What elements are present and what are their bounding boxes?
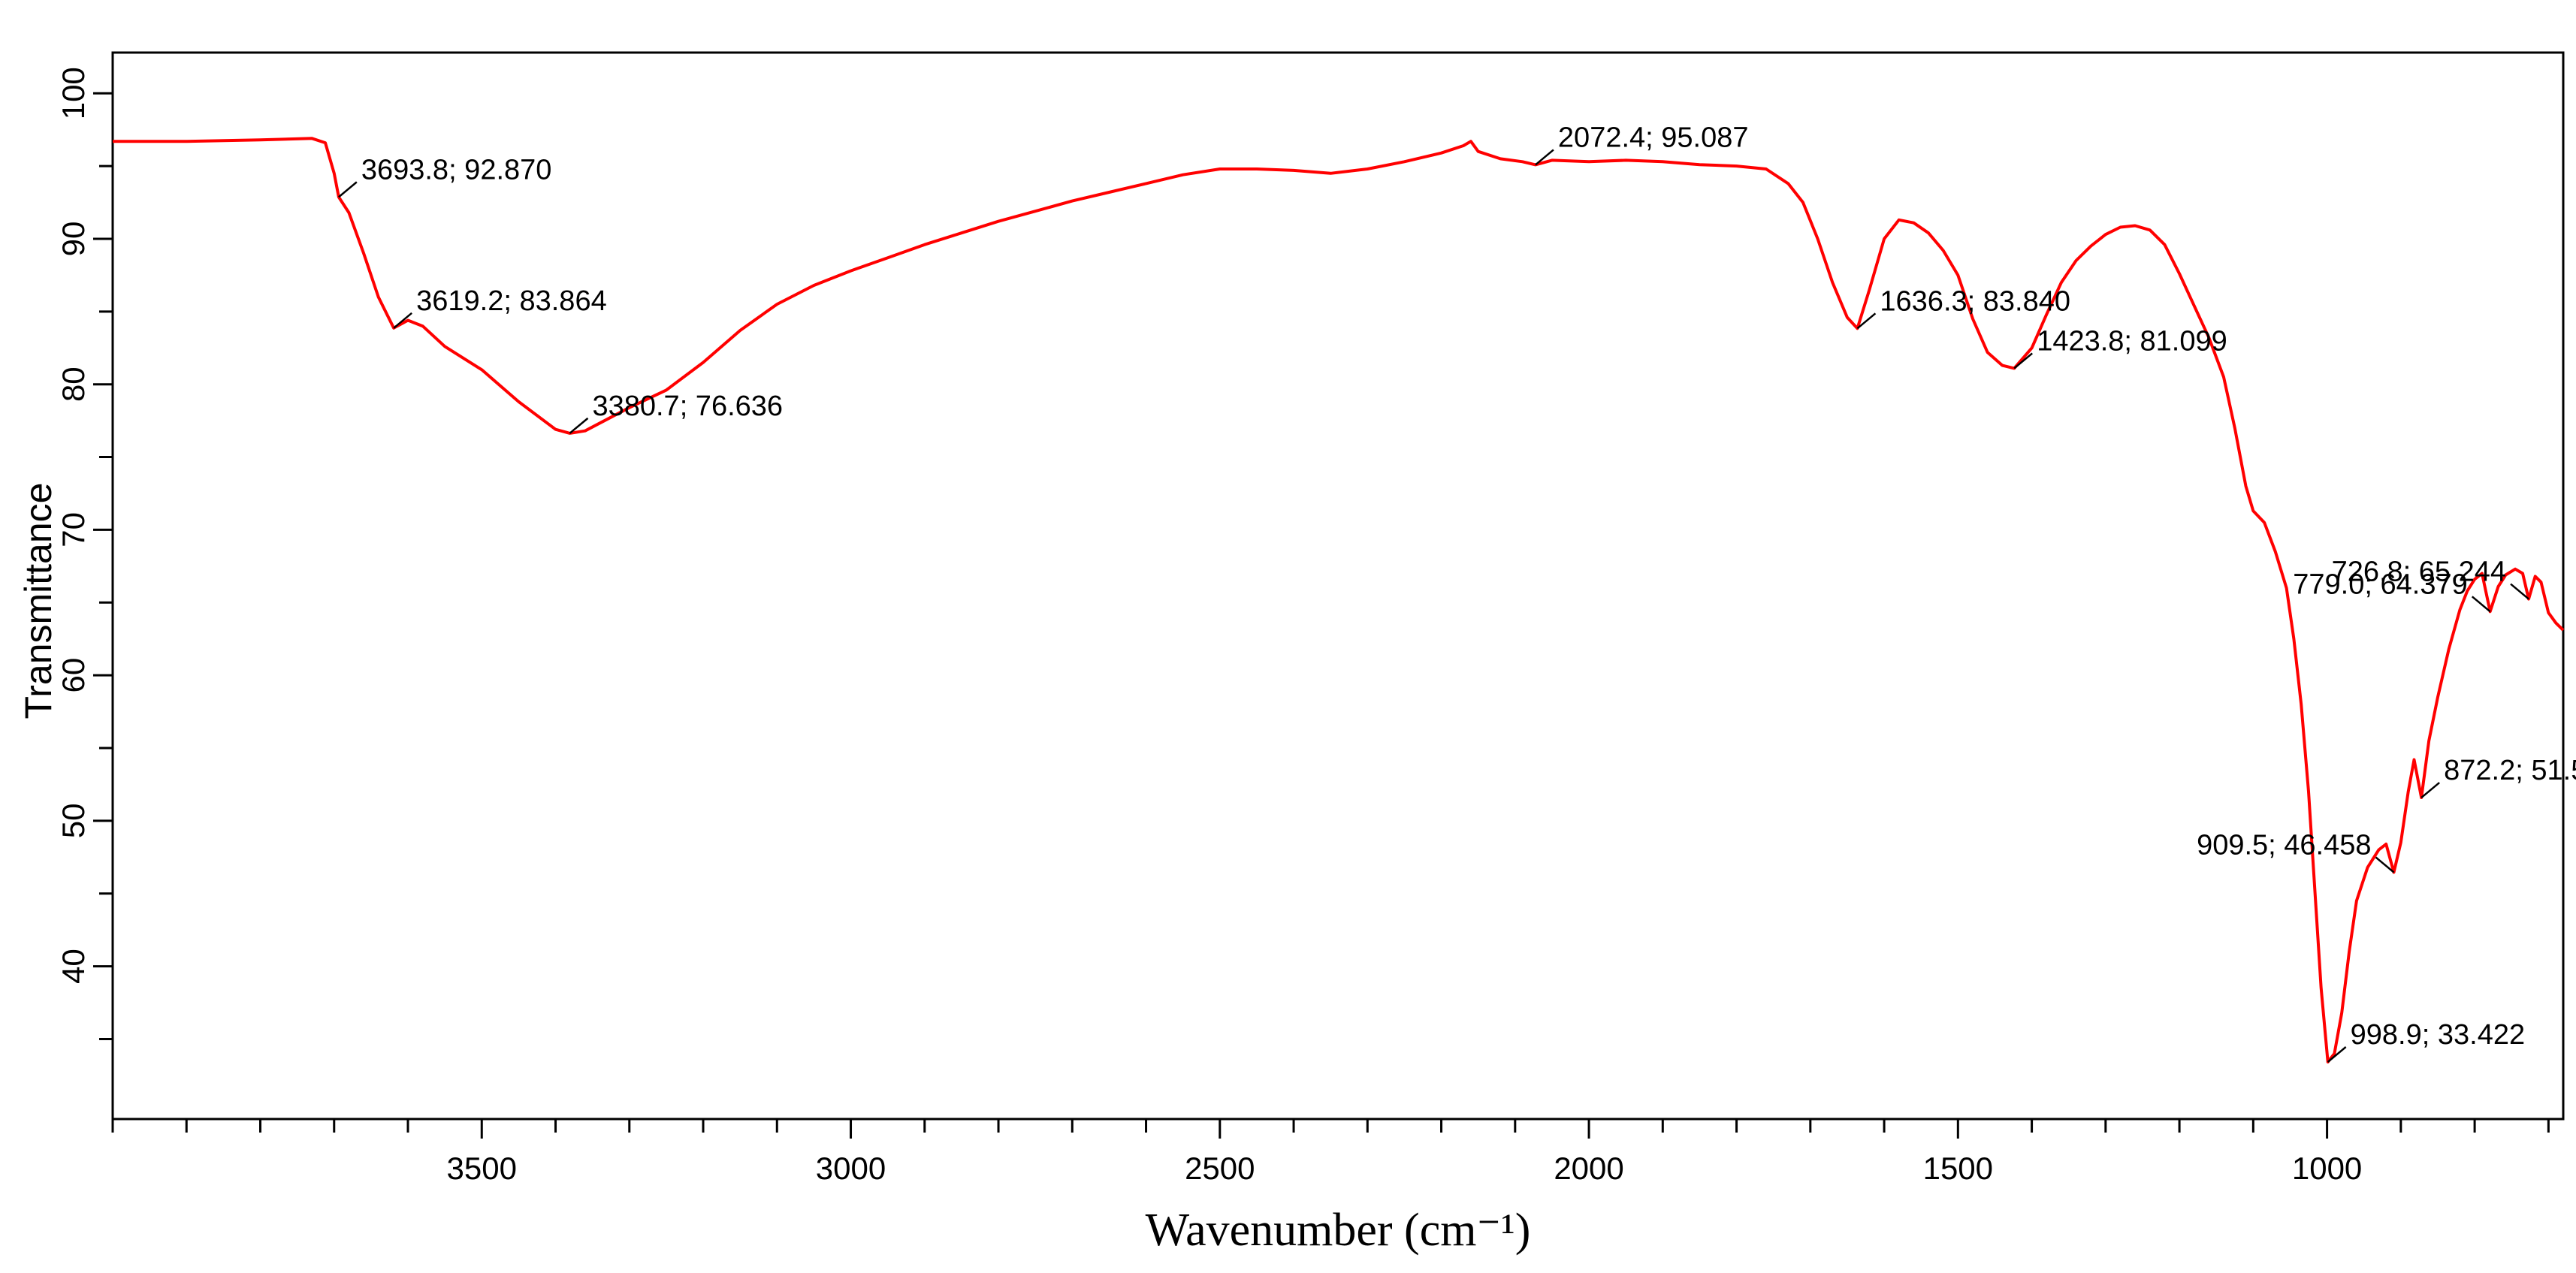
peak-annotation: 1636.3; 83.840 (1856, 285, 2070, 330)
peak-marker (2375, 856, 2395, 873)
peak-label: 3619.2; 83.864 (416, 285, 607, 317)
peak-label: 1636.3; 83.840 (1880, 285, 2070, 317)
peak-marker (1535, 149, 1554, 166)
peak-label: 779.0; 64.379 (2293, 569, 2467, 600)
x-tick-label: 3500 (447, 1151, 517, 1186)
spectrum-line (113, 137, 2565, 1063)
peak-marker (2510, 583, 2529, 600)
peak-annotation: 1423.8; 81.099 (2013, 325, 2227, 370)
peak-label: 998.9; 33.422 (2351, 1019, 2525, 1051)
y-axis: 40 50 60 70 80 90 100 (56, 67, 113, 1040)
x-tick-label: 2000 (1554, 1151, 1623, 1186)
peak-marker (2420, 782, 2440, 798)
peak-annotation: 3693.8; 92.870 (338, 154, 552, 198)
y-tick-label: 40 (56, 949, 91, 984)
peak-annotation: 3619.2; 83.864 (393, 285, 607, 329)
peak-annotation: 872.2; 51.592 (2420, 755, 2576, 798)
peak-marker (393, 312, 412, 329)
peak-label: 2072.4; 95.087 (1558, 122, 1749, 153)
peak-marker (1856, 312, 1877, 330)
y-tick-label: 70 (56, 512, 91, 548)
peak-marker (338, 181, 358, 198)
peak-label: 1423.8; 81.099 (2037, 325, 2227, 357)
x-tick-label: 1500 (1923, 1151, 1993, 1186)
peak-label: 3380.7; 76.636 (592, 391, 783, 422)
peak-marker (2013, 352, 2033, 370)
x-axis-title: Wavenumber (cm⁻¹) (1146, 1205, 1531, 1256)
x-tick-label: 1000 (2292, 1151, 2362, 1186)
peak-annotation: 779.0; 64.379 (2293, 569, 2491, 613)
peak-label: 3693.8; 92.870 (361, 154, 552, 186)
peak-annotation: 909.5; 46.458 (2197, 829, 2395, 873)
peak-marker (569, 417, 589, 434)
x-axis: 3500 3000 2500 2000 1500 1000 (111, 1119, 2550, 1186)
plot-frame (111, 51, 2565, 1121)
x-tick-label: 2500 (1185, 1151, 1255, 1186)
peak-marker (2471, 596, 2491, 613)
peak-annotations: 3693.8; 92.870 3619.2; 83.864 3380.7; 76.6… (338, 122, 2576, 1063)
y-axis-title: Transmittance (17, 483, 59, 719)
x-tick-label: 3000 (816, 1151, 886, 1186)
y-tick-label: 80 (56, 367, 91, 402)
y-tick-label: 60 (56, 658, 91, 693)
y-tick-label: 90 (56, 222, 91, 257)
peak-label: 726.8; 65.244 (2332, 557, 2506, 588)
peak-annotation: 3380.7; 76.636 (569, 391, 783, 434)
peak-annotation: 726.8; 65.244 (2332, 557, 2529, 600)
y-tick-label: 50 (56, 804, 91, 839)
peak-marker (2327, 1046, 2347, 1063)
y-tick-label: 100 (56, 67, 91, 119)
peak-label: 872.2; 51.592 (2444, 755, 2576, 786)
peak-annotation: 2072.4; 95.087 (1535, 122, 1749, 166)
peak-annotation: 998.9; 33.422 (2327, 1019, 2525, 1063)
peak-label: 909.5; 46.458 (2197, 829, 2371, 861)
